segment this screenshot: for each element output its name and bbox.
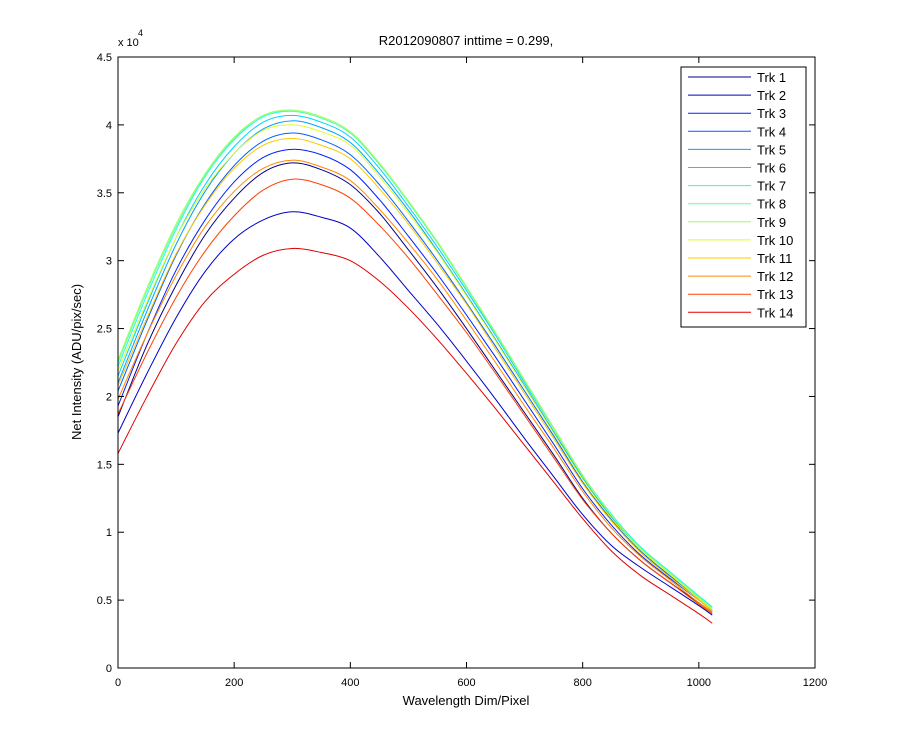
series-line-trk-13 — [117, 178, 713, 615]
legend: Trk 1 Trk 2 Trk 3 Trk 4 Trk 5 Trk 6 Trk 7 Trk 8… — [680, 66, 807, 328]
legend-label-trk-13: Trk 13 — [757, 287, 793, 302]
y-tick-label: 1 — [106, 527, 112, 539]
x-tick-label: 0 — [115, 677, 121, 689]
y-exponent-base: x 10 — [118, 37, 139, 49]
series-line-trk-14 — [117, 247, 713, 624]
legend-label-trk-4: Trk 4 — [757, 124, 786, 139]
y-tick-label: 2.5 — [97, 324, 112, 336]
y-exponent-label: x 10 4 — [118, 28, 143, 49]
x-axis-title: Wavelength Dim/Pixel — [403, 693, 530, 708]
series-line-trk-12 — [117, 159, 713, 613]
series-lines — [117, 109, 713, 624]
legend-label-trk-14: Trk 14 — [757, 305, 793, 320]
legend-label-trk-11: Trk 11 — [757, 251, 792, 266]
legend-label-trk-3: Trk 3 — [757, 106, 786, 121]
x-tick-label: 200 — [225, 677, 243, 689]
series-line-trk-11 — [117, 137, 713, 612]
series-line-trk-4 — [117, 132, 713, 611]
legend-label-trk-8: Trk 8 — [757, 197, 786, 212]
x-tick-label: 1000 — [687, 677, 711, 689]
legend-label-trk-1: Trk 1 — [757, 70, 786, 85]
legend-label-trk-7: Trk 7 — [757, 179, 786, 194]
legend-label-trk-9: Trk 9 — [757, 215, 786, 230]
y-tick-label: 2 — [106, 391, 112, 403]
legend-label-trk-10: Trk 10 — [757, 233, 793, 248]
y-axis-title: Net Intensity (ADU/pix/sec) — [69, 284, 84, 440]
chart-title: R2012090807 inttime = 0.299, — [379, 33, 554, 48]
y-tick-label: 4 — [106, 120, 112, 132]
series-line-trk-9 — [117, 109, 713, 609]
legend-label-trk-2: Trk 2 — [757, 88, 786, 103]
y-tick-label: 0.5 — [97, 595, 112, 607]
y-tick-label: 1.5 — [97, 459, 112, 471]
y-tick-label: 3 — [106, 256, 112, 268]
y-tick-label: 0 — [106, 663, 112, 675]
y-axis: 0 0.5 1 1.5 2 2.5 3 3.5 4 4.5 — [97, 52, 815, 675]
x-tick-label: 600 — [457, 677, 475, 689]
legend-box — [680, 66, 807, 328]
legend-label-trk-6: Trk 6 — [757, 161, 786, 176]
y-tick-label: 3.5 — [97, 188, 112, 200]
y-exponent-power: 4 — [138, 28, 143, 38]
legend-label-trk-5: Trk 5 — [757, 142, 786, 157]
x-tick-label: 400 — [341, 677, 359, 689]
x-tick-label: 800 — [573, 677, 591, 689]
series-line-trk-3 — [117, 148, 713, 612]
y-tick-label: 4.5 — [97, 52, 112, 64]
x-tick-label: 1200 — [803, 677, 827, 689]
x-axis: 0 200 400 600 800 1000 1200 — [115, 57, 827, 689]
series-line-trk-10 — [117, 124, 713, 611]
series-line-trk-2 — [117, 211, 713, 616]
legend-label-trk-12: Trk 12 — [757, 269, 793, 284]
